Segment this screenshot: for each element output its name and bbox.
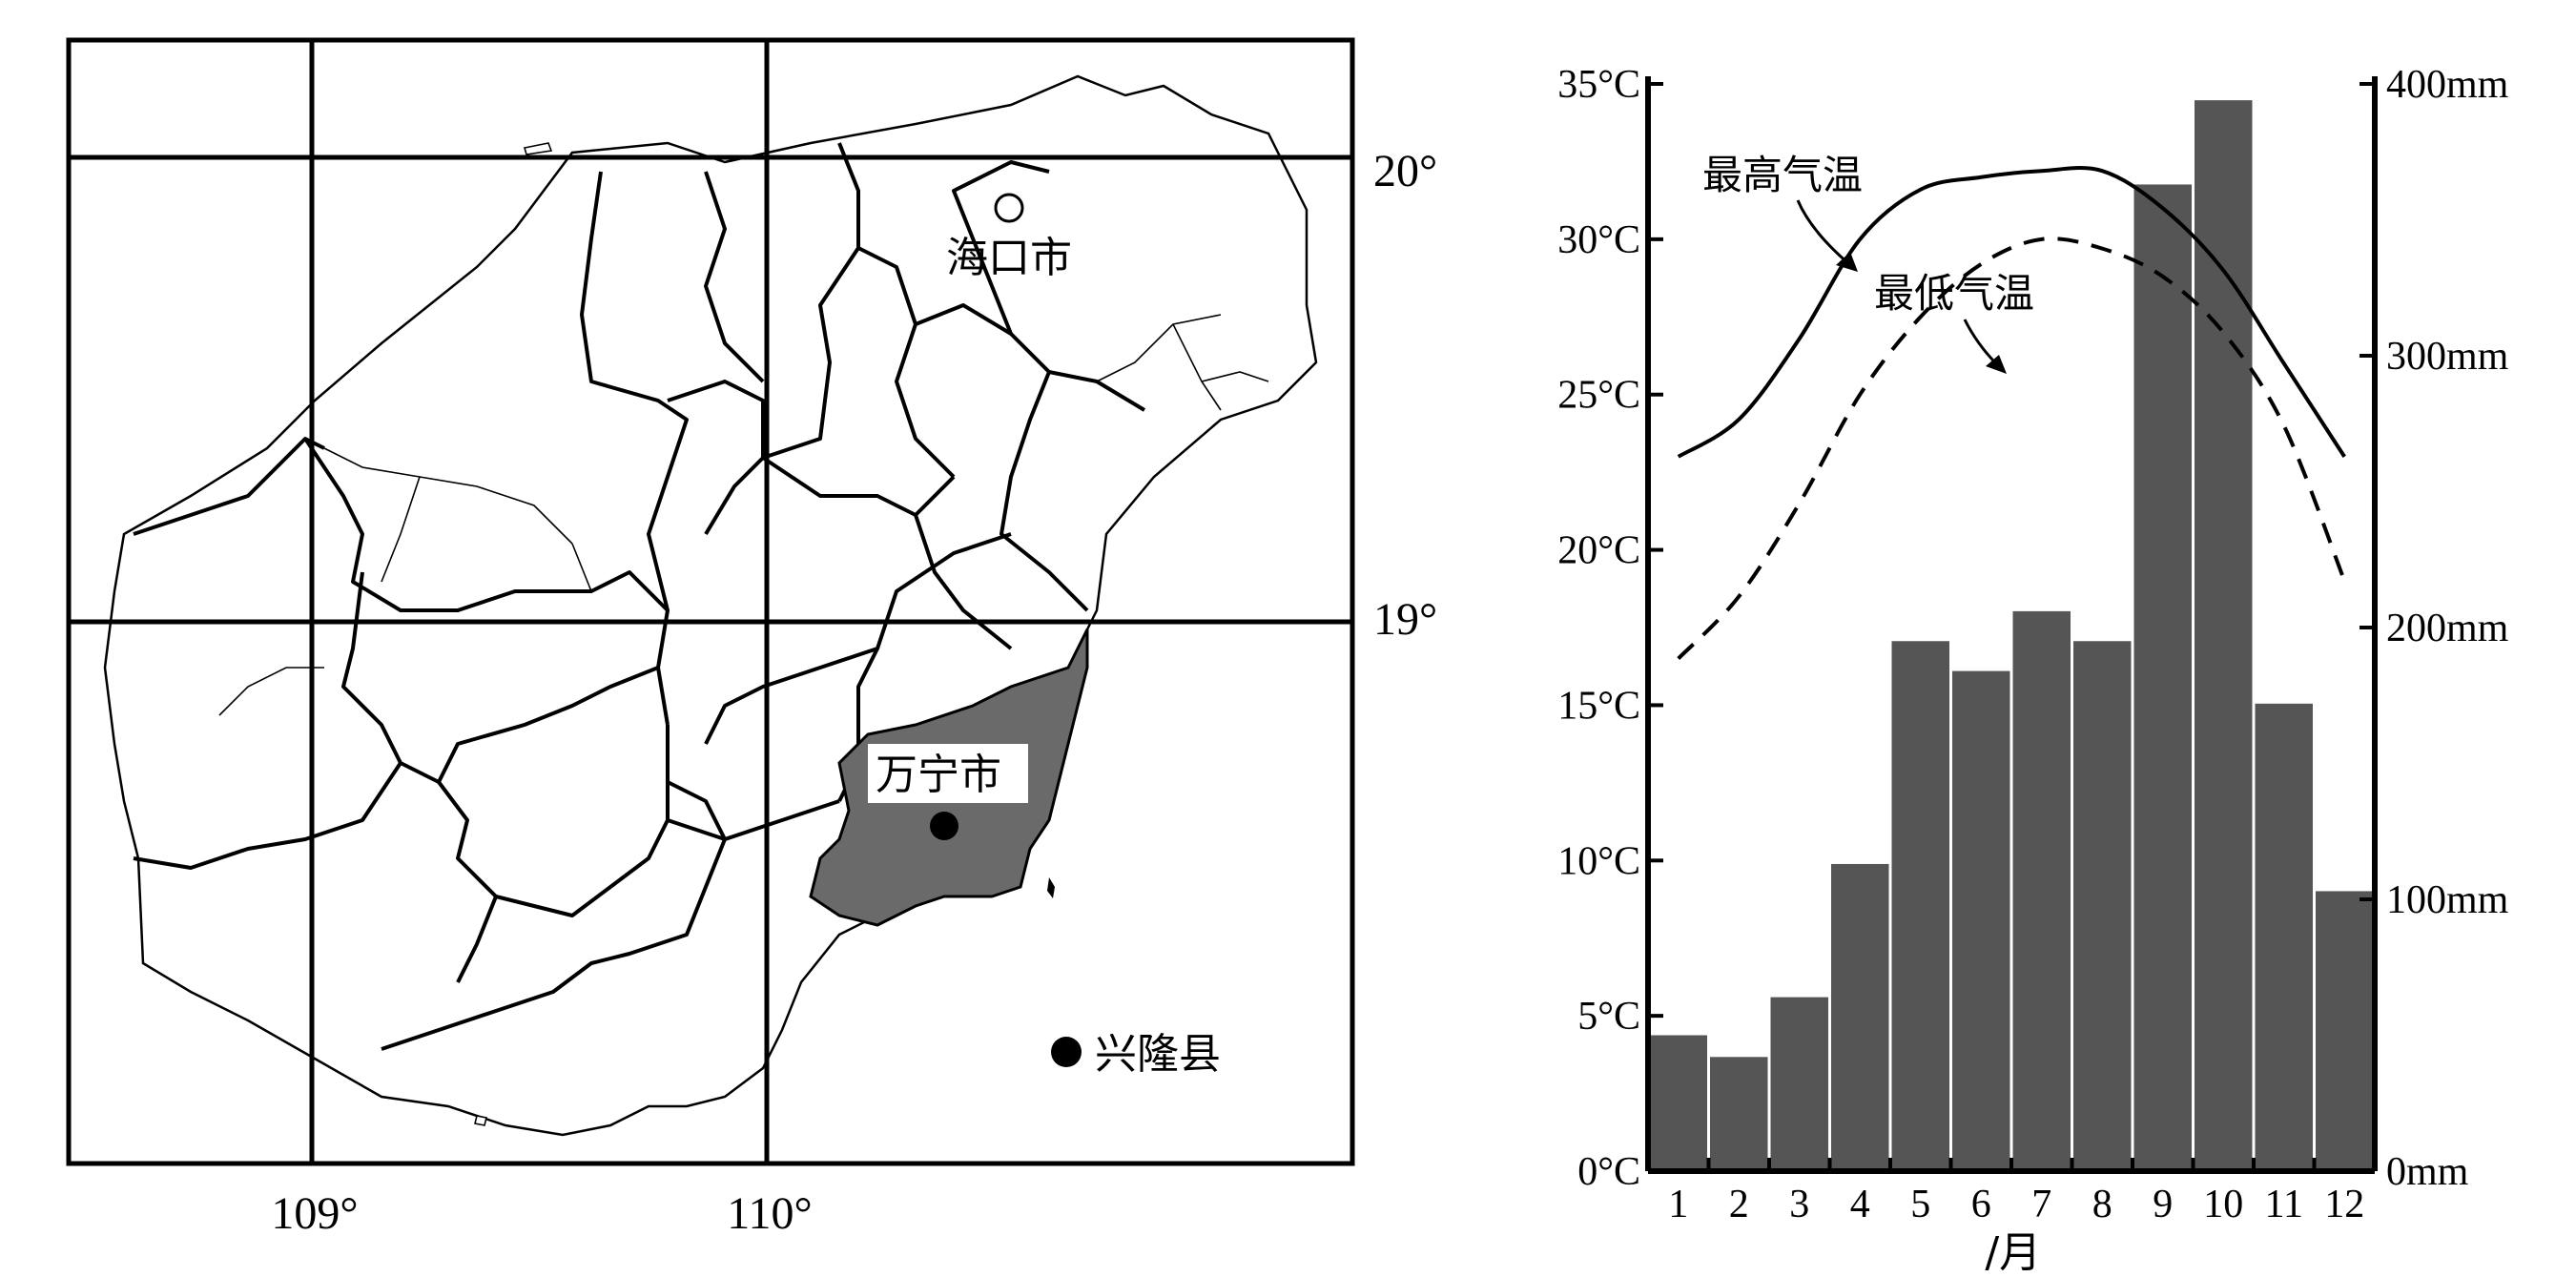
lat-label-20: 20° — [1373, 146, 1437, 196]
precip-bar-9 — [2133, 184, 2192, 1172]
max-temp-legend: 最高气温 — [1702, 152, 1863, 198]
month-label: 8 — [2092, 1183, 2112, 1226]
islet — [523, 142, 553, 155]
month-label: 12 — [2324, 1183, 2364, 1226]
min-temp-line — [1677, 237, 2347, 660]
minor-boundaries — [218, 314, 1269, 716]
chart-axes — [1645, 76, 2378, 1174]
map-grid — [66, 37, 1355, 1166]
precip-bar-6 — [1952, 670, 2010, 1171]
right-tick-label: 200mm — [2386, 607, 2509, 650]
islet — [1047, 877, 1055, 898]
precip-bar-10 — [2195, 100, 2253, 1172]
haikou-label: 海口市 — [946, 234, 1072, 282]
month-label: 7 — [2031, 1183, 2051, 1226]
right-tick-label: 300mm — [2386, 335, 2509, 379]
precip-bar-3 — [1770, 997, 1828, 1171]
climate-chart: 0°C 5°C 10°C 15°C 20°C 25°C 30°C 35°C 0mm 100mm 20… — [1557, 63, 2508, 1277]
month-label: 5 — [1910, 1183, 1930, 1226]
left-tick-label: 10°C — [1557, 839, 1640, 883]
precip-bar-2 — [1710, 1057, 1768, 1171]
min-temp-arrowhead-icon — [1986, 355, 2007, 374]
right-tick-label: 400mm — [2386, 63, 2509, 107]
left-tick-label: 35°C — [1557, 63, 1640, 107]
month-label: 9 — [2153, 1183, 2173, 1226]
month-label: 6 — [1971, 1183, 1991, 1226]
wanning-label-bg — [868, 744, 1028, 803]
lon-label-109: 109° — [271, 1188, 358, 1239]
wanning-marker-icon — [930, 812, 958, 840]
month-label: 1 — [1668, 1183, 1688, 1226]
max-temp-line — [1677, 166, 2346, 459]
chart-labels: 0°C 5°C 10°C 15°C 20°C 25°C 30°C 35°C 0mm 100mm 20… — [1557, 63, 2508, 1277]
month-label: 2 — [1729, 1183, 1749, 1226]
month-label: 11 — [2265, 1183, 2303, 1226]
temperature-lines — [1677, 166, 2347, 660]
precip-bar-1 — [1649, 1035, 1707, 1171]
lat-label-19: 19° — [1373, 594, 1437, 645]
max-temp-arrowhead-icon — [1836, 252, 1858, 272]
map-panel: 109° 110° 20° 19° 海口市 万宁市 兴隆县 — [66, 37, 1437, 1239]
x-axis-label: /月 — [1985, 1228, 2041, 1277]
left-tick-label: 5°C — [1577, 995, 1640, 1039]
month-label: 3 — [1789, 1183, 1809, 1226]
min-temp-legend: 最低气温 — [1874, 270, 2034, 317]
precipitation-bars — [1649, 100, 2374, 1172]
month-label: 4 — [1850, 1183, 1870, 1226]
month-label: 10 — [2203, 1183, 2243, 1226]
right-tick-label: 0mm — [2386, 1150, 2469, 1194]
precip-bar-12 — [2316, 891, 2374, 1171]
xinglong-marker-icon — [1051, 1037, 1082, 1067]
left-tick-label: 20°C — [1557, 529, 1640, 573]
precip-bar-8 — [2073, 641, 2132, 1171]
haikou-marker-icon — [994, 193, 1024, 223]
left-tick-label: 0°C — [1577, 1150, 1640, 1194]
lon-label-110: 110° — [727, 1188, 812, 1239]
wanning-label: 万宁市 — [876, 751, 1001, 799]
islet — [474, 1115, 487, 1126]
county-boundaries — [133, 142, 1146, 1051]
precip-bar-11 — [2255, 703, 2313, 1171]
precip-bar-5 — [1891, 641, 1949, 1171]
hainan-coastline — [103, 74, 1318, 1137]
xinglong-label: 兴隆县 — [1095, 1030, 1221, 1079]
left-tick-label: 25°C — [1557, 374, 1640, 418]
precip-bar-7 — [2012, 610, 2071, 1171]
left-tick-label: 30°C — [1557, 218, 1640, 262]
left-tick-label: 15°C — [1557, 684, 1640, 728]
precip-bar-4 — [1831, 863, 1889, 1171]
right-tick-label: 100mm — [2386, 878, 2509, 922]
